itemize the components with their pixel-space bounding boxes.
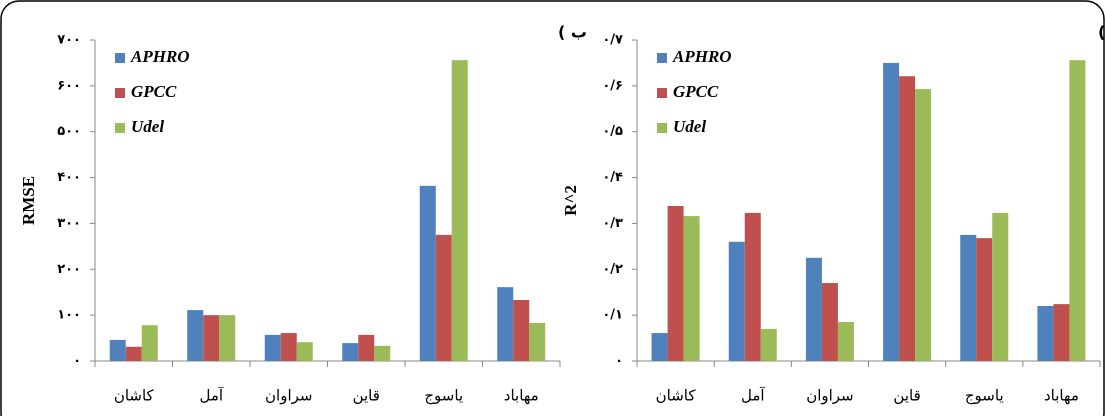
legend-label: GPCC bbox=[673, 82, 719, 101]
y-tick-label: ۳۰۰ bbox=[57, 216, 81, 231]
x-tick-label: مهاباد bbox=[504, 387, 539, 405]
bar bbox=[374, 345, 391, 361]
x-tick-label: مهاباد bbox=[1044, 387, 1079, 405]
bar bbox=[683, 216, 700, 361]
bar bbox=[109, 339, 126, 361]
bar bbox=[760, 328, 777, 361]
bar bbox=[899, 76, 916, 361]
x-tick-label: کاشان bbox=[656, 387, 697, 405]
bar bbox=[342, 343, 359, 361]
bar bbox=[992, 212, 1009, 361]
bar bbox=[497, 287, 514, 361]
y-tick-label: ۰/۲ bbox=[602, 262, 623, 277]
legend-label: APHRO bbox=[672, 47, 732, 66]
bar bbox=[419, 185, 436, 361]
x-tick-label: قاین bbox=[353, 387, 380, 405]
bar bbox=[203, 315, 220, 361]
x-tick-label: یاسوج bbox=[424, 387, 463, 406]
bar bbox=[728, 241, 745, 361]
x-tick-label: سراوان bbox=[265, 387, 312, 405]
bar bbox=[219, 315, 236, 361]
x-tick-label: آمل bbox=[741, 387, 765, 405]
y-axis-label: RMSE bbox=[19, 176, 38, 225]
legend-swatch bbox=[657, 88, 667, 98]
bar bbox=[667, 206, 684, 361]
y-tick-label: ۰ bbox=[73, 354, 81, 369]
x-tick-label: آمل bbox=[199, 387, 223, 405]
x-tick-label: سراوان bbox=[806, 387, 853, 405]
y-tick-label: ۰/۵ bbox=[602, 124, 623, 139]
legend-swatch bbox=[657, 53, 667, 63]
bar bbox=[883, 62, 900, 362]
bar bbox=[805, 257, 822, 361]
bar bbox=[187, 310, 204, 361]
y-tick-label: ۰/۱ bbox=[602, 308, 623, 323]
y-tick-label: ۰/۶ bbox=[602, 78, 623, 93]
x-tick-label: کاشان bbox=[114, 387, 155, 405]
y-tick-label: ۲۰۰ bbox=[57, 262, 81, 277]
legend-swatch bbox=[115, 88, 125, 98]
bar bbox=[915, 89, 932, 362]
y-tick-label: ۰/۷ bbox=[602, 33, 623, 48]
x-tick-label: یاسوج bbox=[965, 387, 1004, 406]
bar bbox=[960, 234, 977, 361]
legend-label: Udel bbox=[673, 117, 706, 136]
bar bbox=[976, 238, 993, 361]
y-tick-label: ۷۰۰ bbox=[57, 33, 81, 48]
legend-label: GPCC bbox=[131, 82, 177, 101]
bar bbox=[435, 234, 452, 361]
chart-title: ب ) bbox=[558, 23, 587, 42]
bar bbox=[651, 333, 668, 361]
legend-label: Udel bbox=[131, 117, 164, 136]
y-tick-label: ۰/۴ bbox=[602, 170, 623, 185]
bar bbox=[513, 300, 530, 361]
bar bbox=[264, 334, 281, 361]
bar bbox=[280, 333, 297, 361]
bar bbox=[837, 322, 854, 361]
bar bbox=[744, 212, 761, 361]
bar bbox=[451, 60, 468, 361]
y-axis-label: R^2 bbox=[561, 185, 580, 216]
legend-swatch bbox=[115, 53, 125, 63]
bar bbox=[358, 334, 375, 361]
bar bbox=[1053, 304, 1070, 361]
bar bbox=[821, 283, 838, 361]
y-tick-label: ۰ bbox=[615, 354, 623, 369]
y-tick-label: ۴۰۰ bbox=[57, 170, 81, 185]
y-tick-label: ۰/۳ bbox=[602, 216, 623, 231]
chart-title: الف ) bbox=[1098, 23, 1105, 42]
bar bbox=[296, 342, 313, 361]
bar bbox=[1037, 305, 1054, 361]
bar bbox=[1069, 60, 1086, 361]
x-tick-label: قاین bbox=[893, 387, 920, 405]
legend-swatch bbox=[115, 123, 125, 133]
legend-swatch bbox=[657, 123, 667, 133]
y-tick-label: ۶۰۰ bbox=[57, 78, 81, 93]
bar bbox=[141, 325, 158, 361]
bar bbox=[125, 346, 142, 361]
y-tick-label: ۱۰۰ bbox=[57, 308, 81, 323]
y-tick-label: ۵۰۰ bbox=[57, 124, 81, 139]
legend-label: APHRO bbox=[130, 47, 190, 66]
bar bbox=[529, 322, 546, 361]
